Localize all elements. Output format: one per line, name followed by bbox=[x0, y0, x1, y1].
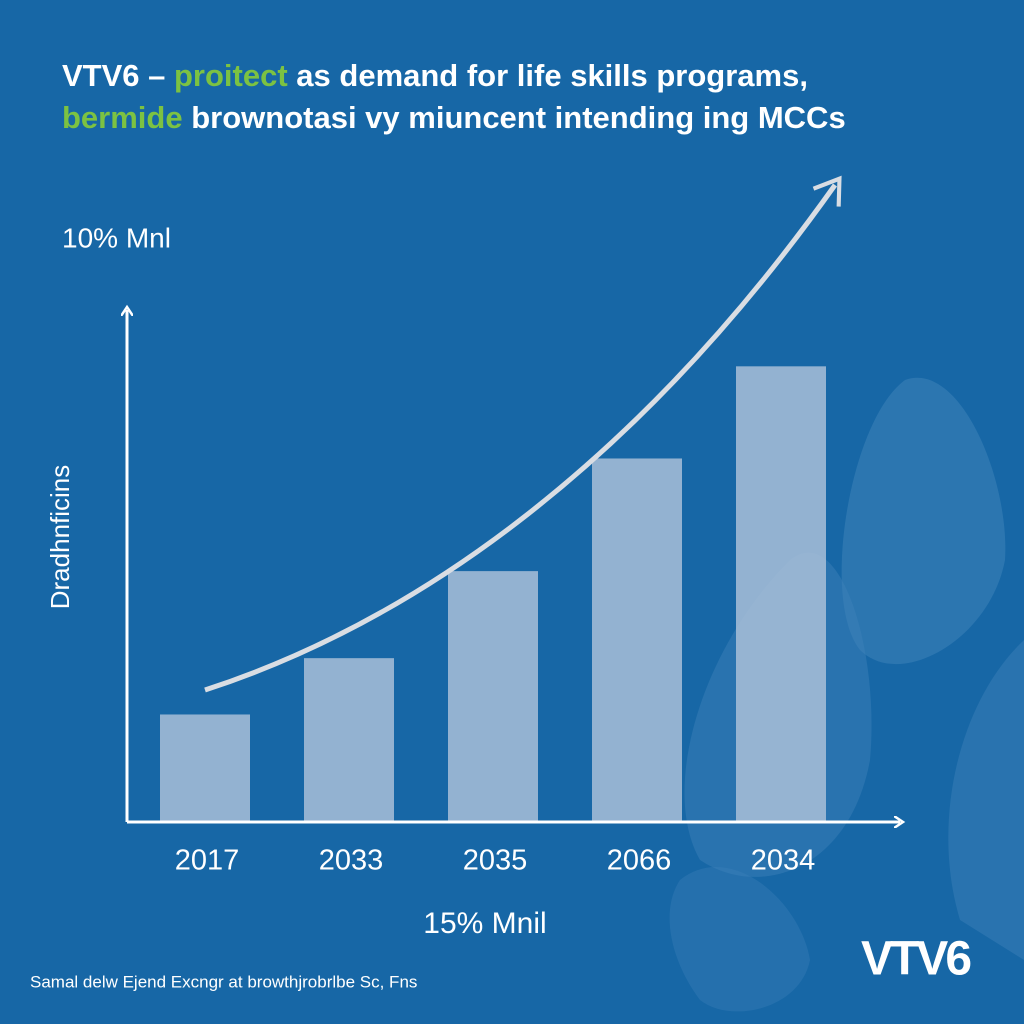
bar bbox=[448, 571, 538, 822]
x-tick-label: 2017 bbox=[175, 845, 240, 877]
bar bbox=[592, 458, 682, 822]
bar bbox=[304, 658, 394, 822]
title-line: bermide brownotasi vy miuncent intending… bbox=[62, 100, 846, 135]
leaf-shape bbox=[669, 867, 810, 1012]
logo: VTV6 bbox=[861, 933, 970, 986]
title-part: VTV6 – bbox=[62, 58, 174, 93]
trend-arrow bbox=[204, 175, 842, 693]
leaf-shape bbox=[841, 377, 1006, 665]
x-tick-label: 2066 bbox=[607, 845, 672, 877]
title-part: bermide bbox=[62, 100, 183, 135]
bar bbox=[736, 366, 826, 822]
title-part: as demand for life skills programs, bbox=[288, 58, 808, 93]
bars bbox=[160, 366, 826, 822]
x-tick-label: 2035 bbox=[463, 845, 528, 877]
top-label: 10% Mnl bbox=[62, 222, 171, 253]
y-axis-label: Dradhnficins bbox=[45, 465, 75, 610]
title-part: proitect bbox=[174, 58, 288, 93]
title-part: brownotasi vy miuncent intending ing MCC… bbox=[183, 100, 846, 135]
bar bbox=[160, 714, 250, 822]
title-line: VTV6 – proitect as demand for life skill… bbox=[62, 58, 808, 93]
x-tick-label: 2033 bbox=[319, 845, 384, 877]
title: VTV6 – proitect as demand for life skill… bbox=[62, 58, 846, 135]
leaf-shape bbox=[948, 640, 1024, 960]
x-axis-label: 15% Mnil bbox=[423, 907, 546, 940]
footer: Samal delw Ejend Excngr at browthjrobrlb… bbox=[30, 972, 417, 991]
x-tick-label: 2034 bbox=[751, 845, 816, 877]
